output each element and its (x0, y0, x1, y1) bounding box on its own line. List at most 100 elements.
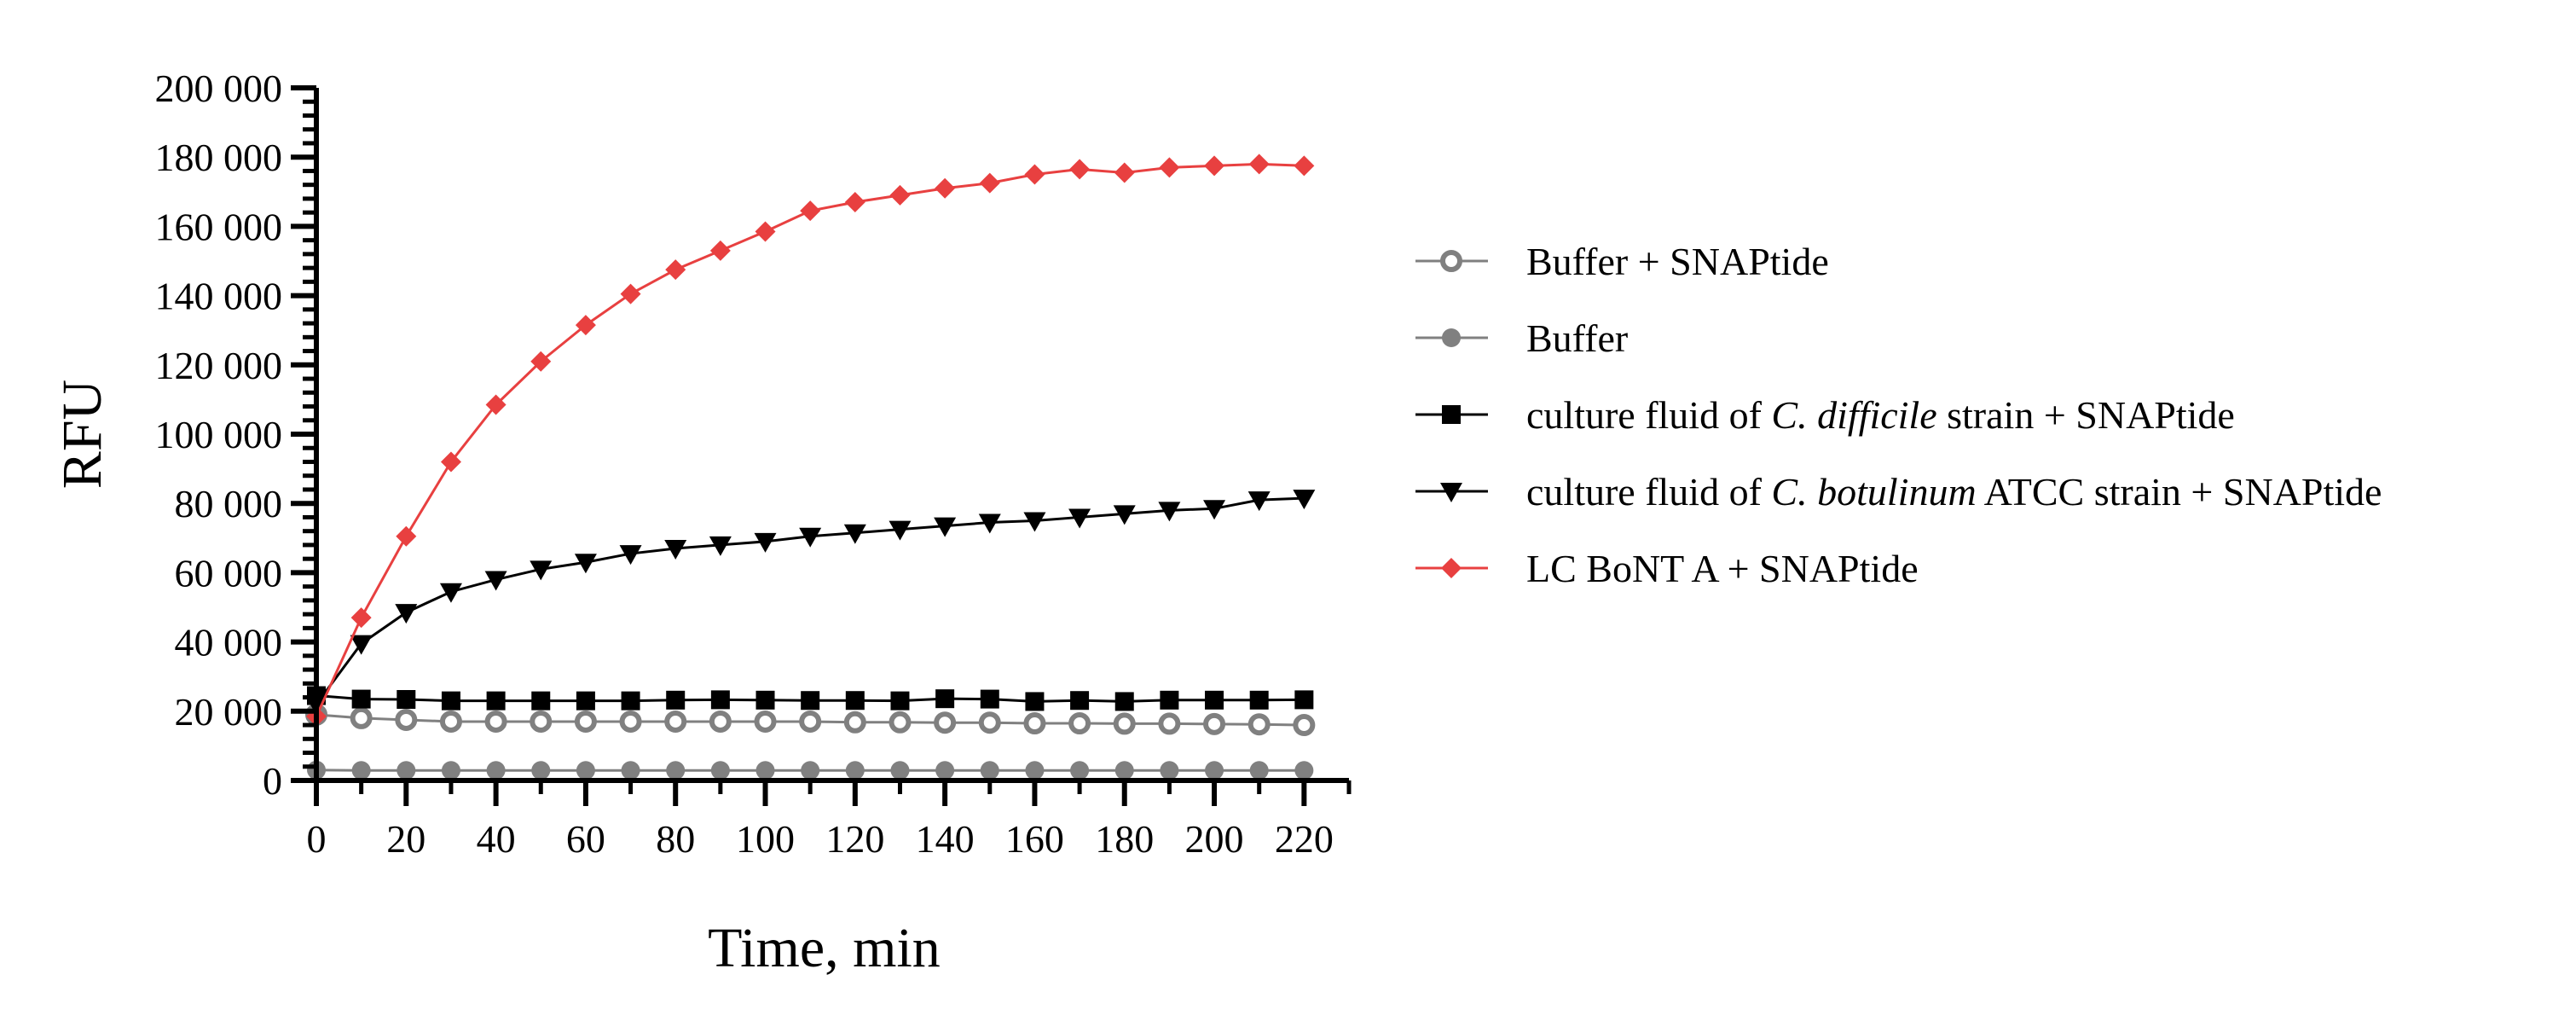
legend-label-part: C. botulinum (1771, 470, 1976, 513)
data-point (755, 761, 775, 780)
data-point (1025, 761, 1045, 780)
data-point (1114, 692, 1134, 711)
x-tick-label: 180 (1095, 817, 1154, 861)
data-point (890, 761, 910, 780)
legend-marker (1442, 328, 1461, 347)
data-point (1070, 761, 1090, 780)
data-point (1160, 761, 1179, 780)
x-tick-label: 80 (656, 817, 695, 861)
data-point (664, 710, 687, 733)
data-point (1205, 690, 1224, 710)
data-point (1113, 505, 1136, 525)
data-point (350, 607, 372, 629)
series-0 (305, 703, 1316, 737)
data-point (754, 710, 777, 733)
data-point (889, 184, 911, 206)
y-tick-label: 160 000 (155, 205, 283, 248)
y-tick-label: 180 000 (155, 136, 283, 179)
x-tick-label: 200 (1185, 817, 1244, 861)
legend-marker (1441, 558, 1462, 578)
data-point (486, 761, 506, 780)
data-point (1068, 508, 1091, 529)
data-point (934, 517, 957, 537)
data-point (1159, 157, 1180, 178)
data-point (351, 689, 371, 709)
data-point (1294, 155, 1315, 177)
y-tick-label: 200 000 (155, 67, 283, 110)
data-point (441, 691, 460, 711)
data-point (574, 710, 597, 733)
legend-item: culture fluid of C. difficile strain + S… (1415, 393, 2235, 437)
data-point (530, 710, 553, 733)
data-point (1025, 692, 1045, 711)
data-point (800, 200, 821, 222)
y-tick-label: 20 000 (175, 690, 283, 734)
data-point (889, 520, 912, 541)
data-point (1204, 155, 1225, 177)
legend-label: culture fluid of C. difficile strain + S… (1526, 393, 2235, 437)
data-point (530, 560, 553, 581)
data-point (709, 710, 732, 733)
y-axis-title: RFU (51, 380, 113, 489)
data-point (755, 690, 775, 710)
legend-label-part: LC BoNT A + SNAPtide (1526, 547, 1919, 590)
x-tick-label: 140 (916, 817, 975, 861)
data-point (1205, 761, 1224, 780)
data-point (350, 635, 373, 655)
data-point (576, 691, 595, 711)
legend-label-part: culture fluid of (1526, 470, 1771, 513)
x-tick-label: 220 (1275, 817, 1334, 861)
legend-label-part: strain + SNAPtide (1937, 393, 2235, 437)
data-point (1113, 712, 1136, 735)
data-point (1160, 690, 1179, 710)
data-point (1247, 491, 1271, 512)
data-point (801, 691, 820, 711)
data-point (575, 315, 596, 336)
data-point (935, 761, 955, 780)
x-tick-label: 60 (566, 817, 605, 861)
data-point (1294, 690, 1314, 710)
x-tick-label: 0 (307, 817, 327, 861)
data-point (709, 536, 732, 556)
data-point (531, 691, 551, 711)
data-point (619, 545, 642, 566)
data-point (485, 394, 507, 415)
data-point (396, 525, 417, 547)
legend-label-part: culture fluid of (1526, 393, 1771, 437)
data-point (350, 706, 373, 729)
data-point (845, 691, 865, 711)
y-tick-label: 120 000 (155, 344, 283, 387)
y-tick-label: 60 000 (175, 551, 283, 595)
data-point (1249, 690, 1269, 710)
data-point (980, 761, 999, 780)
data-point (1293, 714, 1316, 737)
legend-label: Buffer (1526, 316, 1628, 360)
legend-item: Buffer (1415, 316, 1628, 360)
data-point (1158, 712, 1181, 735)
data-point (621, 761, 640, 780)
legend: Buffer + SNAPtide Buffer culture fluid of … (1415, 240, 2382, 590)
data-point (1158, 502, 1181, 522)
data-point (441, 761, 460, 780)
legend-item: culture fluid of C. botulinum ATCC strai… (1415, 470, 2382, 513)
x-axis-title: Time, min (708, 917, 941, 979)
data-point (619, 710, 642, 733)
series-3 (305, 490, 1316, 716)
data-point (484, 571, 507, 591)
data-point (530, 351, 552, 372)
data-point (934, 711, 957, 734)
data-point (979, 172, 1000, 194)
legend-label-part: C. difficile (1771, 393, 1936, 437)
data-point (1024, 164, 1045, 185)
data-point (665, 259, 686, 281)
legend-marker (1440, 483, 1462, 502)
legend-label: LC BoNT A + SNAPtide (1526, 547, 1919, 590)
data-point (935, 689, 955, 709)
legend-marker (1440, 250, 1462, 272)
x-tick-label: 120 (825, 817, 884, 861)
data-point (531, 761, 551, 780)
y-tick-label: 100 000 (155, 413, 283, 456)
data-point (844, 191, 865, 212)
data-point (1114, 761, 1134, 780)
